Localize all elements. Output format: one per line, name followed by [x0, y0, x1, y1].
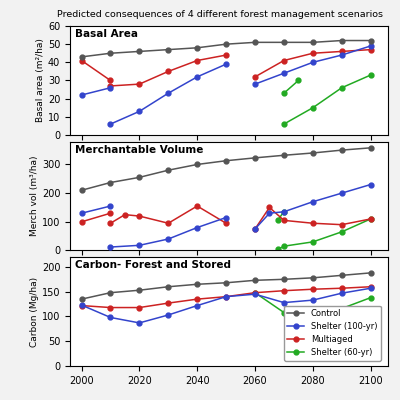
- Text: Carbon- Forest and Stored: Carbon- Forest and Stored: [75, 260, 231, 270]
- Y-axis label: Merch vol (m³/ha): Merch vol (m³/ha): [30, 156, 39, 236]
- Text: Merchantable Volume: Merchantable Volume: [75, 145, 203, 155]
- Y-axis label: Basal area (m²/ha): Basal area (m²/ha): [36, 38, 45, 122]
- Y-axis label: Carbon (Mg/ha): Carbon (Mg/ha): [30, 276, 39, 346]
- Legend: Control, Shelter (100-yr), Multiaged, Shelter (60-yr): Control, Shelter (100-yr), Multiaged, Sh…: [284, 306, 381, 361]
- Text: Predicted consequences of 4 different forest management scenarios: Predicted consequences of 4 different fo…: [57, 10, 383, 19]
- Text: Basal Area: Basal Area: [75, 29, 138, 39]
